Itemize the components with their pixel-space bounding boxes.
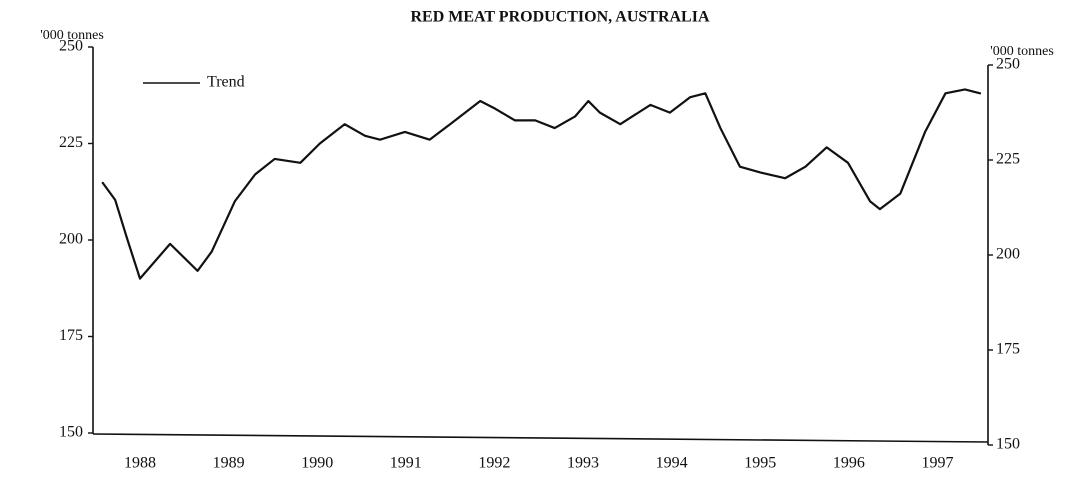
y2-tick-label: 250 — [996, 56, 1020, 73]
x-tick-label: 1995 — [744, 455, 776, 472]
y-tick-label: 150 — [59, 424, 83, 441]
y-tick-label: 225 — [59, 134, 83, 151]
y-axis-label: '000 tonnes — [40, 28, 104, 43]
x-tick-label: 1990 — [301, 455, 333, 472]
chart-title: RED MEAT PRODUCTION, AUSTRALIA — [411, 9, 710, 26]
x-tick-label: 1996 — [833, 455, 865, 472]
y2-tick-label: 175 — [996, 341, 1020, 358]
y2-axis-label: '000 tonnes — [990, 44, 1054, 59]
y-tick-label: 200 — [59, 231, 83, 248]
y-tick-label: 175 — [59, 327, 83, 344]
x-tick-label: 1994 — [656, 455, 688, 472]
x-tick-label: 1988 — [124, 455, 156, 472]
x-axis — [92, 433, 989, 443]
x-tick-label: 1993 — [567, 455, 599, 472]
x-tick-label: 1991 — [390, 455, 422, 472]
trend-line — [101, 88, 982, 280]
y2-tick-label: 150 — [996, 436, 1020, 453]
x-tick-label: 1997 — [921, 455, 953, 472]
x-tick-label: 1989 — [213, 455, 245, 472]
legend-label: Trend — [207, 74, 245, 91]
y2-tick-label: 200 — [996, 246, 1020, 263]
y-tick-label: 250 — [59, 38, 83, 55]
x-tick-label: 1992 — [478, 455, 510, 472]
y2-tick-label: 225 — [996, 151, 1020, 168]
